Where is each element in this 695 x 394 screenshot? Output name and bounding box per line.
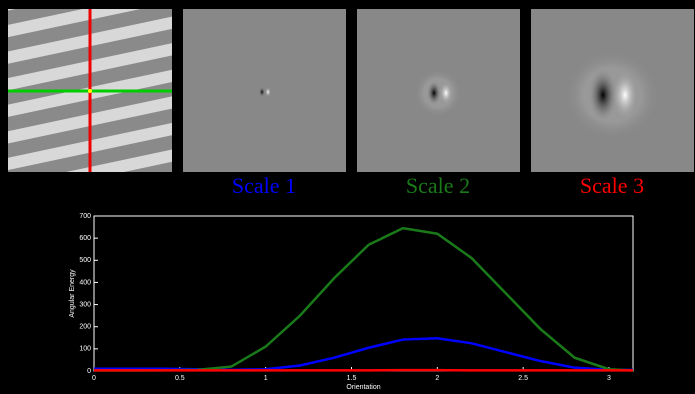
y-tick-label: 600: [79, 235, 91, 242]
y-tick-label: 200: [79, 324, 91, 331]
y-tick-label: 400: [79, 279, 91, 286]
scale-label: Scale 2: [406, 173, 470, 198]
x-tick-label: 0.5: [175, 375, 185, 382]
x-tick-label: 3: [607, 375, 611, 382]
x-tick-label: 2: [435, 375, 439, 382]
figure: Scale 1 Scale 2 Scale 3 0 0.5 1 1.5 2 2.5 3 0 100 20…: [0, 0, 695, 394]
x-tick-label: 0: [92, 375, 96, 382]
x-tick-label: 2.5: [518, 375, 528, 382]
filter-image: [183, 9, 346, 172]
scale-label: Scale 3: [580, 173, 644, 198]
y-tick-label: 0: [87, 368, 91, 375]
filter-image: [357, 9, 520, 172]
y-tick-label: 300: [79, 301, 91, 308]
y-tick-label: 700: [79, 213, 91, 220]
x-tick-label: 1: [264, 375, 268, 382]
y-tick-label: 500: [79, 257, 91, 264]
filter-image: [531, 9, 694, 172]
input-image: [8, 9, 172, 172]
x-axis-label: Orientation: [346, 384, 380, 391]
y-tick-label: 100: [79, 346, 91, 353]
y-axis-label: Angular Energy: [69, 269, 76, 318]
scale-label: Scale 1: [232, 173, 296, 198]
x-tick-label: 1.5: [347, 375, 357, 382]
